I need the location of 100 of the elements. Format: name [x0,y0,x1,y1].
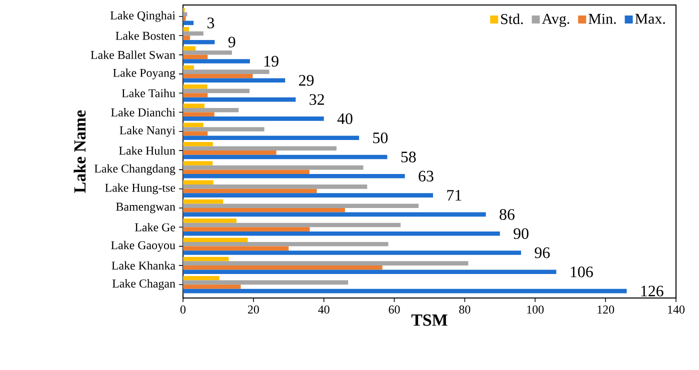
bar [183,193,434,198]
bar [183,180,214,185]
bar [183,12,188,16]
y-tick-label: Lake Bosten [116,31,176,40]
y-tick-label: Lake Khanka [112,261,176,270]
bar [183,146,337,151]
bar [183,270,556,274]
legend-label: Avg. [542,14,570,27]
bar [183,122,204,128]
y-tick-label: Lake Poyang [113,68,176,80]
bar [183,88,250,94]
y-tick-label: Bamengwan [116,202,176,214]
bar [183,59,250,64]
bar [183,165,364,170]
bar [183,288,627,294]
bar [183,242,388,246]
legend-label: Std. [501,14,523,24]
bar [183,46,196,50]
bar [183,36,190,40]
data-label: 63 [418,170,434,182]
bar [183,256,229,262]
data-label: 29 [299,75,314,86]
bar [183,127,264,132]
bar [183,204,419,208]
bar [183,212,486,217]
data-label: 40 [337,113,352,124]
data-label: 32 [310,94,324,105]
bar [183,108,239,112]
bar [183,231,500,236]
bar [183,174,405,178]
bar [183,74,253,78]
y-tick-label: Lake Gaoyou [111,240,176,252]
bar [183,261,468,266]
bar [183,97,296,102]
data-label: 9 [228,36,236,48]
bar [183,170,310,174]
bar [183,199,224,204]
bar [183,78,286,83]
y-tick-label: Lake Hung-tse [105,183,176,194]
bar [183,154,388,160]
y-tick-label: Lake Ballet Swan [90,50,176,59]
x-tick-label: 60 [388,306,400,314]
data-label: 58 [401,152,416,162]
bar [183,136,360,140]
x-tick-label: 80 [459,306,470,314]
y-axis-title: Lake Name [74,110,86,193]
bar [183,265,382,270]
bar [183,84,208,89]
x-tick-label: 120 [598,306,614,314]
legend-label: Min. [588,14,616,24]
x-tick-label: 0 [180,306,186,314]
data-label: 86 [500,209,515,220]
data-label: 71 [447,190,462,201]
data-label: 3 [208,18,214,28]
bar [183,40,215,44]
bar [183,104,204,108]
legend-label: Max. [635,14,665,24]
bar [183,208,345,212]
bar [183,54,208,60]
bar [183,20,194,26]
bar [183,188,317,194]
bar [183,150,276,155]
y-tick-label: Lake Dianchi [111,108,176,116]
y-tick-label: Lake Hulun [119,146,176,155]
bar [183,250,522,255]
data-label: 106 [570,266,593,278]
data-label: 19 [264,56,278,67]
data-label: 126 [641,286,664,296]
bar [183,227,310,232]
bar [183,218,237,223]
x-tick-label: 140 [668,306,685,314]
y-tick-label: Lake Changdang [94,164,176,176]
bar [183,280,348,285]
bar [183,16,186,21]
y-tick-label: Lake Qinghai [110,11,176,22]
bar [183,238,248,242]
x-tick-label: 20 [248,306,259,314]
bar [183,116,324,121]
bar [183,276,220,280]
bar [183,142,213,146]
bar [183,246,289,251]
bar [183,161,213,166]
y-tick-label: Lake Nanyi [120,126,176,137]
y-tick-label: Lake Taihu [122,88,176,98]
bar [183,284,241,289]
bar [183,50,232,55]
bar [183,65,194,70]
bar [183,70,270,74]
x-tick-label: 100 [527,306,544,314]
bar [183,27,189,32]
data-label: 96 [534,247,550,258]
y-tick-label: Lake Chagan [112,279,176,290]
bar [183,222,401,228]
bar [183,93,208,98]
y-tick-label: Lake Ge [135,222,176,232]
x-axis-title: TSM [411,314,448,326]
data-label: 50 [373,132,388,144]
bar [183,31,204,36]
data-label: 90 [514,228,528,239]
bar [183,184,368,189]
